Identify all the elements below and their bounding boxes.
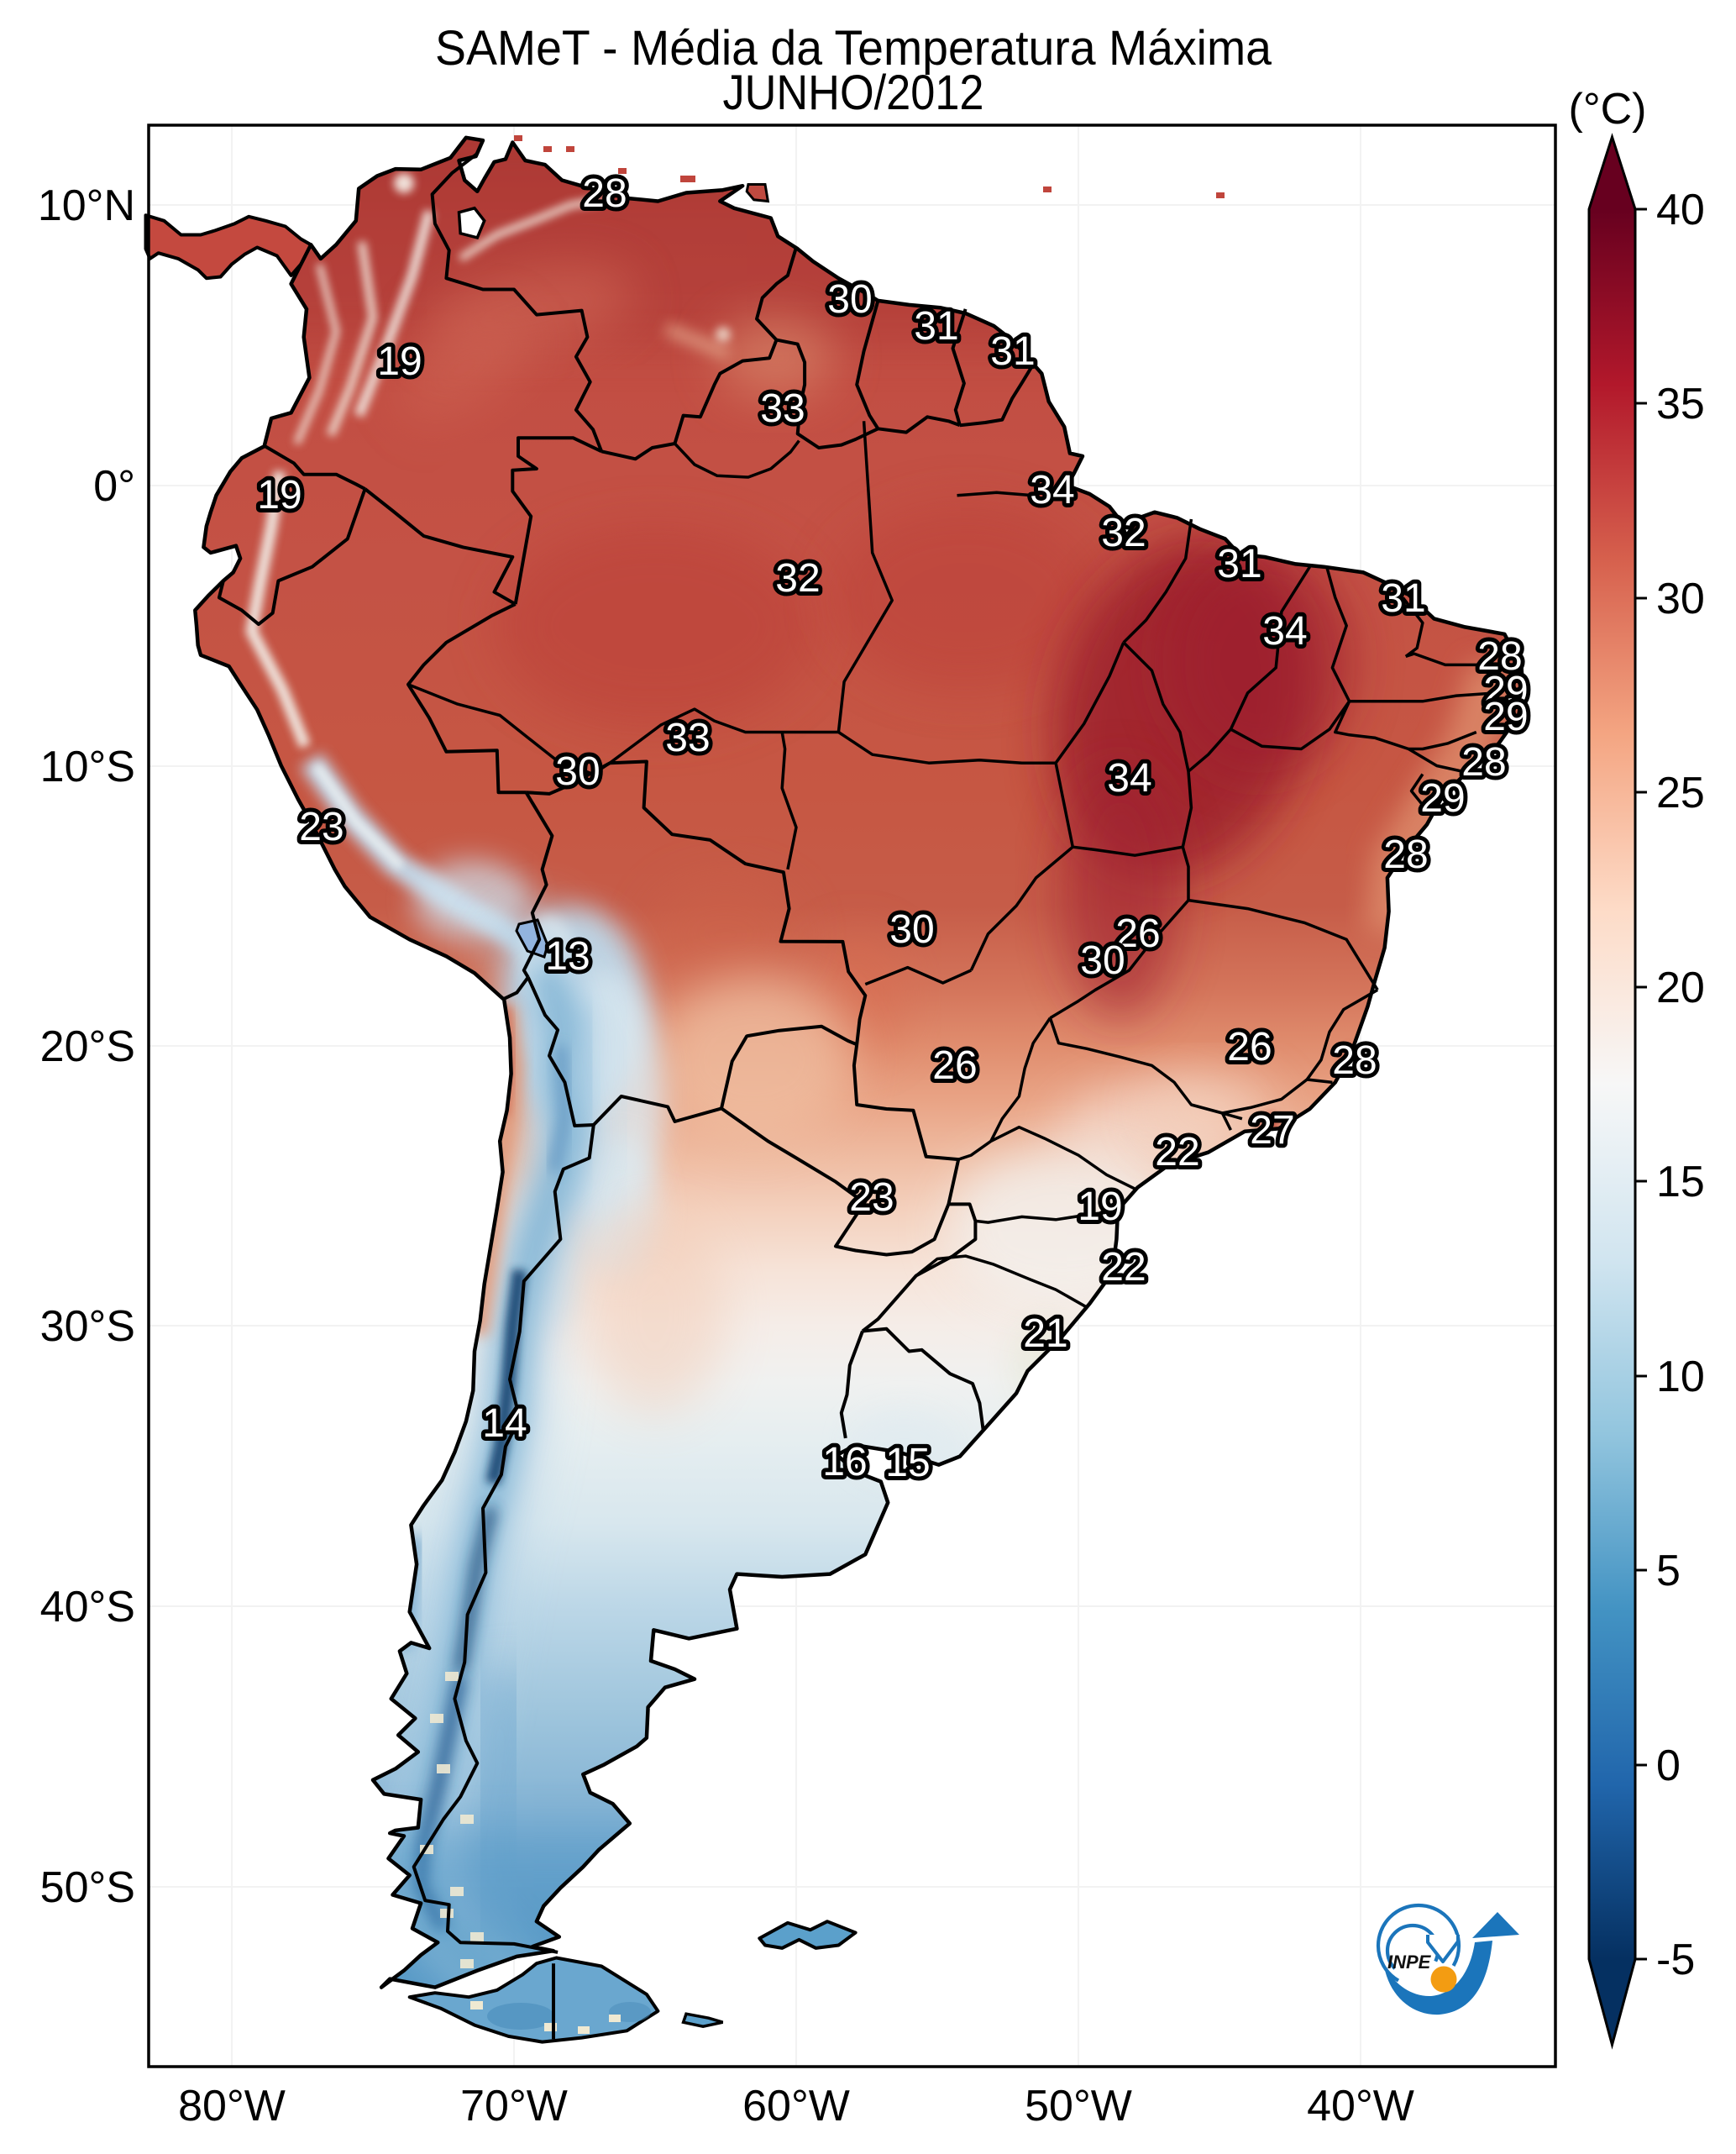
svg-text:32: 32 xyxy=(775,556,820,601)
svg-text:0°: 0° xyxy=(93,462,135,511)
svg-text:30: 30 xyxy=(1656,575,1705,623)
svg-text:30: 30 xyxy=(889,907,934,952)
svg-text:80°W: 80°W xyxy=(178,2082,286,2130)
svg-text:28: 28 xyxy=(1383,833,1428,877)
svg-text:26: 26 xyxy=(932,1043,977,1088)
svg-text:22: 22 xyxy=(1101,1245,1146,1290)
svg-text:15: 15 xyxy=(1656,1158,1705,1206)
svg-text:34: 34 xyxy=(1262,609,1307,654)
svg-text:-5: -5 xyxy=(1656,1936,1695,1984)
svg-text:40: 40 xyxy=(1656,186,1705,234)
svg-text:31: 31 xyxy=(914,304,958,349)
svg-text:34: 34 xyxy=(1030,468,1074,512)
svg-text:30: 30 xyxy=(827,277,872,322)
svg-text:28: 28 xyxy=(1477,634,1522,679)
svg-text:5: 5 xyxy=(1656,1547,1681,1595)
svg-text:(°C): (°C) xyxy=(1569,85,1647,134)
svg-text:28: 28 xyxy=(582,171,627,216)
svg-text:19: 19 xyxy=(1078,1185,1122,1229)
svg-text:29: 29 xyxy=(1483,669,1528,713)
svg-text:26: 26 xyxy=(1115,912,1160,956)
svg-text:70°W: 70°W xyxy=(460,2082,568,2130)
svg-text:50°S: 50°S xyxy=(40,1863,135,1912)
svg-text:60°W: 60°W xyxy=(742,2082,850,2130)
svg-text:16: 16 xyxy=(822,1440,867,1484)
svg-text:15: 15 xyxy=(885,1441,930,1485)
svg-text:25: 25 xyxy=(1656,769,1705,817)
svg-text:SAMeT - Média da Temperatura M: SAMeT - Média da Temperatura Máxima xyxy=(435,21,1272,76)
svg-text:30: 30 xyxy=(1080,938,1125,983)
svg-text:19: 19 xyxy=(257,473,302,517)
svg-text:28: 28 xyxy=(1461,740,1506,785)
svg-text:20: 20 xyxy=(1656,964,1705,1012)
svg-text:19: 19 xyxy=(377,339,422,384)
svg-text:INPE: INPE xyxy=(1387,1952,1432,1973)
svg-text:10°N: 10°N xyxy=(38,181,135,230)
svg-text:13: 13 xyxy=(545,934,590,979)
svg-text:26: 26 xyxy=(1227,1025,1272,1069)
svg-text:30°S: 30°S xyxy=(40,1302,135,1351)
svg-text:27: 27 xyxy=(1250,1108,1294,1153)
svg-text:14: 14 xyxy=(482,1401,527,1446)
svg-text:JUNHO/2012: JUNHO/2012 xyxy=(723,66,984,120)
svg-text:31: 31 xyxy=(1381,576,1425,621)
svg-text:23: 23 xyxy=(299,805,344,849)
svg-text:32: 32 xyxy=(1101,511,1146,555)
svg-text:35: 35 xyxy=(1656,380,1705,428)
svg-text:40°S: 40°S xyxy=(40,1583,135,1631)
svg-text:30: 30 xyxy=(555,749,600,794)
svg-text:33: 33 xyxy=(760,386,805,431)
svg-text:20°S: 20°S xyxy=(40,1022,135,1071)
svg-text:22: 22 xyxy=(1155,1130,1199,1174)
svg-text:10°S: 10°S xyxy=(40,743,135,791)
svg-text:31: 31 xyxy=(1217,542,1261,586)
svg-text:31: 31 xyxy=(990,329,1035,374)
svg-text:28: 28 xyxy=(1332,1038,1377,1083)
svg-text:29: 29 xyxy=(1420,776,1465,821)
svg-text:0: 0 xyxy=(1656,1742,1681,1790)
svg-text:50°W: 50°W xyxy=(1025,2082,1132,2130)
svg-text:34: 34 xyxy=(1107,756,1151,801)
svg-text:33: 33 xyxy=(665,716,710,760)
svg-text:29: 29 xyxy=(1483,695,1528,739)
svg-text:21: 21 xyxy=(1023,1311,1067,1356)
svg-text:40°W: 40°W xyxy=(1307,2082,1414,2130)
svg-text:10: 10 xyxy=(1656,1353,1705,1401)
svg-text:23: 23 xyxy=(849,1175,894,1220)
